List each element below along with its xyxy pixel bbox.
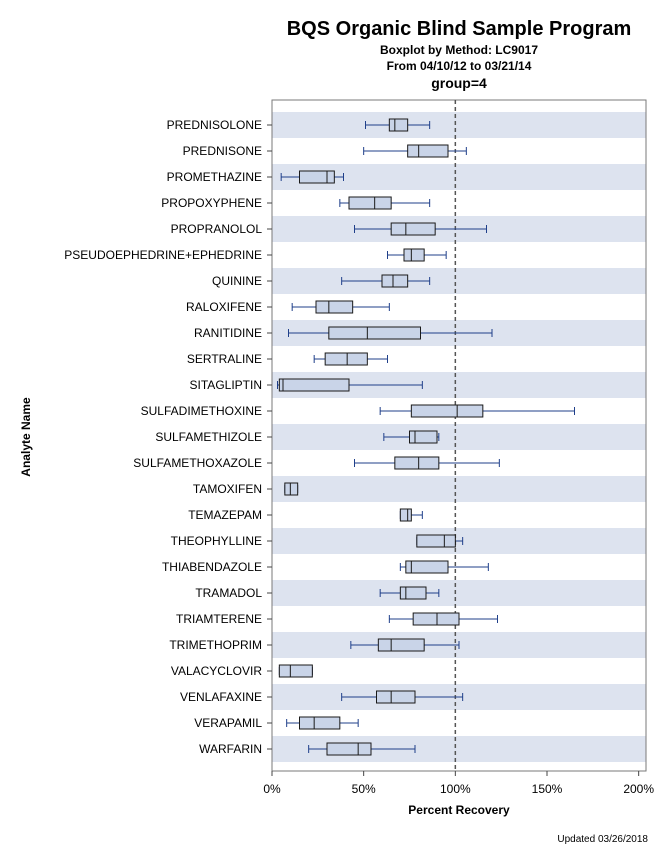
y-category-label: PROMETHAZINE [167, 170, 262, 184]
plot-frame [271, 99, 647, 772]
iqr-box [394, 456, 440, 470]
y-category-label: PROPRANOLOL [171, 222, 263, 236]
y-category-label: PSEUDOEPHEDRINE+EPHEDRINE [64, 248, 262, 262]
iqr-box [278, 378, 350, 392]
y-category-label: SULFAMETHOXAZOLE [133, 456, 262, 470]
iqr-box [315, 300, 354, 314]
row-band [272, 424, 646, 450]
x-tick-label: 150% [532, 782, 563, 796]
y-category-label: TRIMETHOPRIM [169, 638, 262, 652]
iqr-box [348, 196, 392, 210]
x-tick-label: 100% [440, 782, 471, 796]
x-tick-label: 0% [263, 782, 281, 796]
y-category-label: SERTRALINE [187, 352, 262, 366]
iqr-box [299, 716, 341, 730]
row-band [272, 476, 646, 502]
y-category-label: SITAGLIPTIN [190, 378, 262, 392]
y-category-label: QUININE [212, 274, 262, 288]
chart-subtitle: Boxplot by Method: LC9017 [379, 43, 538, 57]
y-category-label: VALACYCLOVIR [171, 664, 262, 678]
y-category-label: TAMOXIFEN [193, 482, 262, 496]
y-category-label: VENLAFAXINE [180, 690, 262, 704]
iqr-box [328, 326, 422, 340]
iqr-box [376, 690, 416, 704]
y-category-label: PREDNISOLONE [167, 118, 262, 132]
iqr-box [407, 144, 449, 158]
y-category-label: SULFADIMETHOXINE [141, 404, 262, 418]
chart-date-range: From 04/10/12 to 03/21/14 [386, 59, 532, 73]
y-category-label: RANITIDINE [194, 326, 262, 340]
row-band [272, 268, 646, 294]
x-tick-label: 50% [352, 782, 376, 796]
y-category-label: TEMAZEPAM [188, 508, 262, 522]
y-category-label: VERAPAMIL [194, 716, 262, 730]
y-category-label: THEOPHYLLINE [171, 534, 262, 548]
iqr-box [284, 482, 299, 496]
updated-footnote: Updated 03/26/2018 [557, 834, 648, 845]
y-category-label: WARFARIN [199, 742, 262, 756]
chart-group-label: group=4 [431, 75, 487, 91]
y-category-label: RALOXIFENE [186, 300, 262, 314]
iqr-box [326, 742, 372, 756]
y-category-label: SULFAMETHIZOLE [155, 430, 262, 444]
y-category-label: PREDNISONE [183, 144, 262, 158]
iqr-box [409, 430, 438, 444]
iqr-box [399, 508, 412, 522]
y-category-label: PROPOXYPHENE [161, 196, 262, 210]
iqr-box [390, 222, 436, 236]
iqr-box [412, 612, 460, 626]
row-band [272, 112, 646, 138]
x-axis-label: Percent Recovery [408, 803, 510, 817]
y-category-label: TRAMADOL [195, 586, 262, 600]
y-category-label: THIABENDAZOLE [162, 560, 262, 574]
iqr-box [410, 404, 484, 418]
iqr-box [299, 170, 335, 184]
iqr-box [388, 118, 409, 132]
iqr-box [403, 248, 425, 262]
iqr-box [324, 352, 368, 366]
iqr-box [399, 586, 427, 600]
x-tick-label: 200% [623, 782, 654, 796]
chart-title: BQS Organic Blind Sample Program [286, 18, 632, 40]
iqr-box [405, 560, 449, 574]
iqr-box [278, 664, 313, 678]
iqr-box [416, 534, 456, 548]
iqr-box [381, 274, 409, 288]
y-category-label: TRIAMTERENE [176, 612, 262, 626]
row-band [272, 580, 646, 606]
iqr-box [377, 638, 425, 652]
